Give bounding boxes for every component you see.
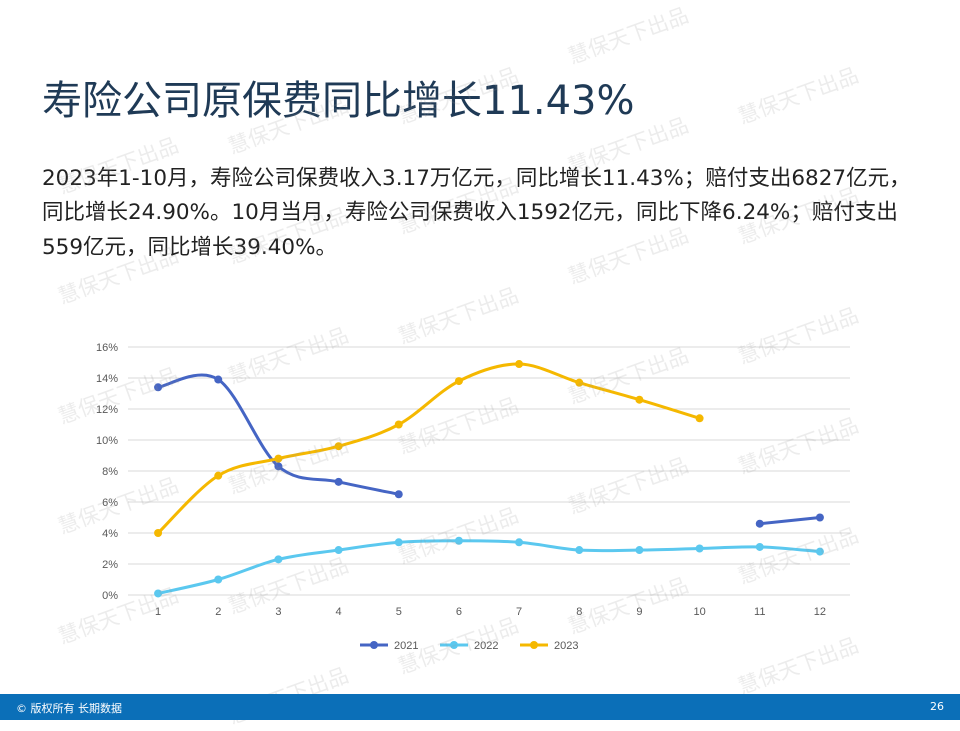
y-tick-label: 2%: [102, 559, 118, 571]
x-tick-label: 8: [576, 606, 582, 618]
data-point-2023: [695, 414, 704, 423]
data-point-2023: [394, 420, 403, 429]
body-paragraph: 2023年1-10月，寿险公司保费收入3.17万亿元，同比增长11.43%；赔付…: [42, 166, 911, 260]
data-point-2023: [214, 471, 223, 480]
legend-marker-2022: [450, 641, 458, 649]
page-number: 26: [930, 700, 944, 713]
data-point-2022: [635, 546, 644, 555]
data-point-2022: [454, 536, 463, 545]
x-tick-label: 10: [693, 606, 705, 618]
slide-body: 2023年1-10月，寿险公司保费收入3.17万亿元，同比增长11.43%；赔付…: [42, 162, 922, 265]
x-tick-label: 4: [336, 606, 342, 618]
legend-marker-2023: [530, 641, 538, 649]
y-tick-label: 0%: [102, 590, 118, 602]
y-tick-label: 16%: [96, 342, 118, 354]
data-point-2023: [334, 442, 343, 451]
legend-label: 2021: [394, 640, 418, 652]
data-point-2023: [454, 377, 463, 386]
data-point-2021: [755, 519, 764, 528]
series-line-2022: [156, 539, 822, 595]
data-point-2021: [394, 490, 403, 499]
data-point-2022: [274, 555, 283, 564]
legend-label: 2022: [474, 640, 498, 652]
y-tick-label: 8%: [102, 466, 118, 478]
data-point-2021: [334, 477, 343, 486]
legend-label: 2023: [554, 640, 578, 652]
series-line-2021: [758, 516, 822, 526]
x-tick-label: 9: [636, 606, 642, 618]
data-point-2023: [515, 360, 524, 369]
data-point-2022: [755, 542, 764, 551]
x-tick-label: 5: [396, 606, 402, 618]
y-tick-label: 10%: [96, 435, 118, 447]
data-point-2021: [815, 513, 824, 522]
x-tick-label: 6: [456, 606, 462, 618]
x-tick-label: 3: [275, 606, 281, 618]
data-point-2023: [274, 454, 283, 463]
footer-bar: © 版权所有 长期数据 26: [0, 694, 960, 720]
series-line-2023: [156, 362, 702, 535]
y-tick-label: 12%: [96, 404, 118, 416]
y-tick-label: 6%: [102, 497, 118, 509]
data-point-2023: [575, 378, 584, 387]
x-tick-label: 12: [814, 606, 826, 618]
y-tick-label: 14%: [96, 373, 118, 385]
series-line-2021: [156, 373, 401, 496]
data-point-2022: [575, 546, 584, 555]
data-point-2021: [214, 375, 223, 384]
data-point-2022: [334, 546, 343, 555]
data-point-2021: [154, 383, 163, 392]
data-point-2022: [394, 538, 403, 547]
data-point-2022: [695, 544, 704, 553]
data-point-2022: [214, 575, 223, 584]
x-tick-label: 2: [215, 606, 221, 618]
slide-title: 寿险公司原保费同比增长11.43%: [42, 78, 635, 124]
data-point-2022: [515, 538, 524, 547]
data-point-2023: [154, 529, 163, 537]
data-point-2023: [635, 395, 644, 404]
x-tick-label: 1: [155, 606, 161, 618]
data-point-2021: [274, 462, 283, 471]
data-point-2022: [815, 547, 824, 556]
footer-copyright: © 版权所有 长期数据: [16, 702, 122, 715]
data-point-2022: [154, 589, 163, 598]
y-tick-label: 4%: [102, 528, 118, 540]
x-tick-label: 11: [754, 606, 765, 618]
x-tick-label: 7: [516, 606, 522, 618]
legend-marker-2021: [370, 641, 378, 649]
